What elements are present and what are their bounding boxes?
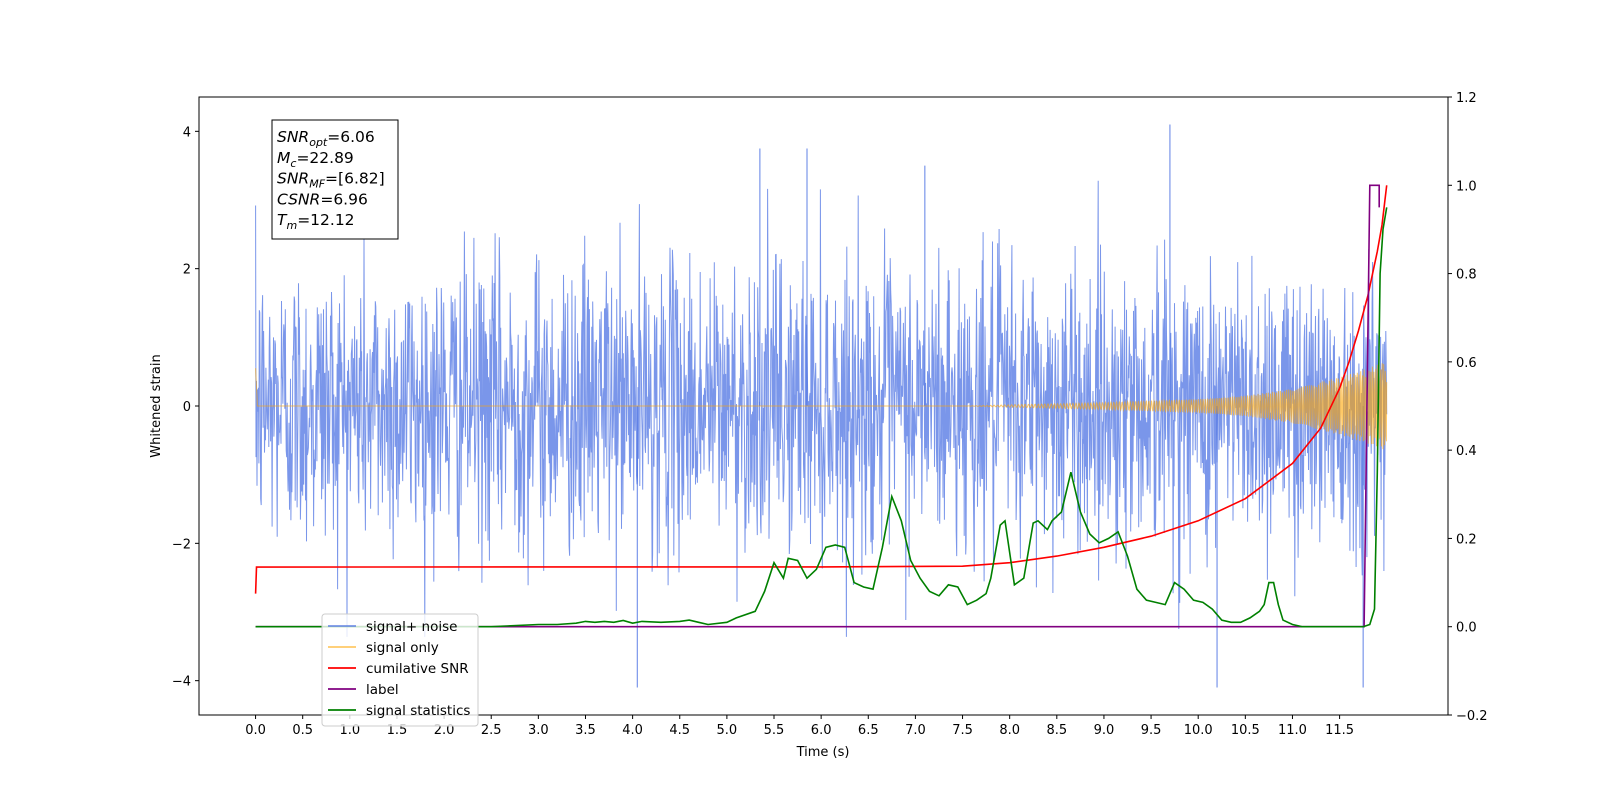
axes-layer: 0.0 0.5 1.0 1.5 2.0 2.5 3.0 3.5 4.0 4.5 5.0 5.5 6.0 6… bbox=[172, 91, 1488, 738]
x-tick-label: 7.5 bbox=[952, 723, 973, 738]
x-tick-label: 10.0 bbox=[1184, 723, 1213, 738]
x-tick-label: 6.0 bbox=[811, 723, 832, 738]
x-tick-label: 3.5 bbox=[575, 723, 596, 738]
y2-tick-label: 0.8 bbox=[1456, 268, 1477, 283]
annotation-line: SNRMF=[6.82] bbox=[277, 170, 385, 191]
x-tick-label: 0.5 bbox=[292, 723, 313, 738]
legend-frame bbox=[321, 613, 479, 727]
x-tick-label: 6.5 bbox=[858, 723, 879, 738]
y2-tick-label: 0.6 bbox=[1456, 356, 1477, 371]
x-tick-label: 5.5 bbox=[764, 723, 785, 738]
x-tick-label: 2.0 bbox=[434, 723, 455, 738]
y-axis-label: Whitened strain bbox=[149, 354, 164, 457]
y-tick-label: −2 bbox=[172, 537, 191, 552]
y2-tick-label: 0.0 bbox=[1456, 621, 1477, 636]
y2-tick-label: 1.2 bbox=[1456, 91, 1477, 106]
x-tick-label: 4.0 bbox=[622, 723, 643, 738]
x-tick-label: 1.0 bbox=[339, 723, 360, 738]
annotation-line: SNRopt=6.06 bbox=[277, 128, 375, 149]
legend-label-label: label bbox=[366, 682, 399, 698]
annotation-box: SNRopt=6.06Mc=22.89SNRMF=[6.82]CSNR=6.96… bbox=[271, 119, 399, 240]
x-tick-label: 11.5 bbox=[1325, 723, 1354, 738]
y2-tick-label: 0.4 bbox=[1456, 444, 1477, 459]
x-tick-label: 10.5 bbox=[1231, 723, 1260, 738]
y-tick-label: 0 bbox=[183, 400, 191, 415]
x-tick-label: 9.5 bbox=[1141, 723, 1162, 738]
legend-label-signal-noise: signal+ noise bbox=[366, 619, 457, 635]
annotation-line: Tm=12.12 bbox=[277, 211, 355, 232]
annotation-frame bbox=[271, 119, 399, 240]
series-layer bbox=[254, 124, 1388, 688]
legend-label-cumilative-snr: cumilative SNR bbox=[366, 661, 469, 677]
x-tick-label: 4.5 bbox=[669, 723, 690, 738]
legend: signal+ noise signal only cumilative SNR la… bbox=[321, 613, 479, 727]
series-line-cumilative-snr bbox=[254, 185, 1388, 594]
x-tick-label: 1.5 bbox=[387, 723, 408, 738]
series-line-label bbox=[255, 184, 1380, 628]
x-tick-label: 11.0 bbox=[1278, 723, 1307, 738]
y-tick-label: 4 bbox=[183, 125, 191, 140]
y2-tick-label: 0.2 bbox=[1456, 532, 1477, 547]
x-tick-label: 8.5 bbox=[1046, 723, 1067, 738]
series-line-signal-noise bbox=[255, 180, 1388, 637]
x-tick-label: 0.0 bbox=[245, 723, 266, 738]
x-tick-label: 2.5 bbox=[481, 723, 502, 738]
x-tick-label: 3.0 bbox=[528, 723, 549, 738]
x-tick-label: 8.0 bbox=[999, 723, 1020, 738]
legend-label-signal-only: signal only bbox=[366, 640, 439, 656]
x-tick-label: 5.0 bbox=[717, 723, 738, 738]
annotation-line: Mc=22.89 bbox=[277, 149, 354, 170]
x-tick-label: 9.0 bbox=[1094, 723, 1115, 738]
y-tick-label: −4 bbox=[172, 675, 191, 690]
x-axis-label: Time (s) bbox=[796, 745, 850, 760]
x-tick-label: 7.0 bbox=[905, 723, 926, 738]
legend-label-signal-statistics: signal statistics bbox=[366, 703, 470, 719]
series-line-signal-statistics bbox=[255, 207, 1388, 628]
annotation-line: CSNR=6.96 bbox=[277, 190, 368, 208]
series-line-signal-only bbox=[255, 363, 1388, 450]
y-tick-label: 2 bbox=[183, 263, 191, 278]
y2-tick-label: 1.0 bbox=[1456, 179, 1477, 194]
y2-tick-label: −0.2 bbox=[1456, 709, 1488, 724]
